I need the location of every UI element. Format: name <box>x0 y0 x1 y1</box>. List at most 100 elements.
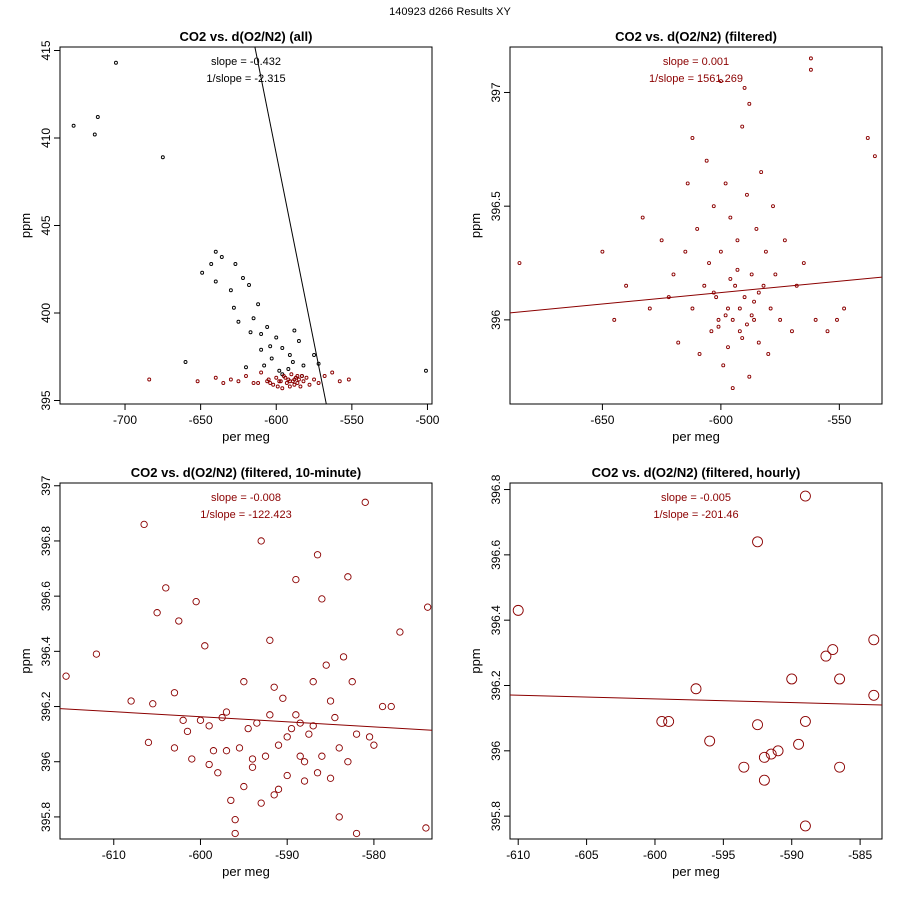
y-tick-label: 395.8 <box>489 801 503 831</box>
data-point <box>801 261 806 265</box>
data-point <box>318 752 326 760</box>
y-tick-label: 396.4 <box>489 605 503 635</box>
data-point <box>284 381 289 385</box>
data-point <box>228 288 233 293</box>
data-point <box>240 782 248 791</box>
data-point <box>307 382 312 387</box>
data-point <box>248 763 257 771</box>
y-tick-label: 395.8 <box>39 802 53 832</box>
data-point <box>733 283 738 288</box>
data-point <box>287 724 296 733</box>
data-point <box>758 774 770 786</box>
plot-area <box>510 490 882 832</box>
data-point <box>253 719 261 727</box>
data-point <box>752 299 757 304</box>
data-point <box>149 700 157 708</box>
data-point <box>298 384 303 389</box>
data-point <box>127 697 135 705</box>
slope-annotation: slope = 0.001 <box>663 56 729 68</box>
data-point <box>728 276 733 281</box>
x-tick-label: -610 <box>102 848 126 862</box>
data-point <box>170 689 179 697</box>
y-axis-label: ppm <box>468 648 483 673</box>
data-point <box>799 715 811 727</box>
data-point <box>766 352 771 356</box>
data-point <box>695 226 700 231</box>
y-tick-label: 395 <box>39 390 53 410</box>
data-point <box>331 713 339 722</box>
data-point <box>62 672 70 680</box>
data-point <box>92 650 101 658</box>
data-point <box>339 653 348 661</box>
data-point <box>744 192 749 197</box>
data-point <box>248 330 253 335</box>
data-point <box>749 313 754 318</box>
data-point <box>213 249 218 254</box>
data-point <box>144 738 153 747</box>
data-point <box>738 761 750 773</box>
data-point <box>300 777 309 785</box>
data-point <box>730 317 735 322</box>
y-tick-label: 397 <box>39 475 53 495</box>
data-point <box>228 377 233 382</box>
data-point <box>512 604 524 616</box>
data-point <box>309 722 317 730</box>
inverse-slope-annotation: 1/slope = -122.423 <box>200 509 291 521</box>
data-point <box>296 752 304 760</box>
fit-line <box>510 694 882 706</box>
data-point <box>309 678 317 686</box>
data-point <box>752 317 757 322</box>
data-point <box>352 730 361 738</box>
fit-line <box>60 708 432 731</box>
data-point <box>270 683 278 691</box>
y-tick-label: 396.4 <box>39 636 53 666</box>
data-point <box>313 551 322 559</box>
data-point <box>287 379 292 384</box>
data-point <box>346 377 351 382</box>
data-point <box>600 249 605 254</box>
data-point <box>259 347 264 352</box>
slope-annotation: slope = -0.005 <box>661 492 731 504</box>
data-point <box>690 306 695 311</box>
x-tick-label: -550 <box>340 413 364 427</box>
y-tick-label: 396.2 <box>489 670 503 700</box>
data-point <box>344 758 352 766</box>
data-point <box>387 702 395 711</box>
data-point <box>262 363 267 368</box>
chart-filtered: CO2 vs. d(O2/N2) (filtered) -650 -600 -550 3… <box>468 29 883 444</box>
data-point <box>292 328 297 333</box>
data-point <box>842 306 847 311</box>
data-point <box>265 325 270 329</box>
data-point <box>196 716 205 724</box>
data-point <box>756 340 761 345</box>
data-point <box>771 204 775 209</box>
data-point <box>296 339 301 343</box>
data-point <box>233 262 238 266</box>
data-point <box>322 661 330 669</box>
data-point <box>808 56 813 61</box>
chart-title: CO2 vs. d(O2/N2) (all) <box>180 29 313 44</box>
data-point <box>313 769 322 777</box>
data-point <box>337 379 342 384</box>
data-point <box>365 733 374 741</box>
y-tick-label: 396.5 <box>489 191 503 221</box>
data-point <box>690 136 695 140</box>
data-point <box>312 377 316 382</box>
x-tick-label: -580 <box>362 848 386 862</box>
x-tick-label: -600 <box>709 413 733 427</box>
data-point <box>752 536 763 548</box>
data-point <box>752 719 763 731</box>
data-point <box>747 101 752 106</box>
data-point <box>270 791 278 799</box>
data-point <box>289 372 294 377</box>
data-point <box>236 379 241 384</box>
data-point <box>742 295 747 300</box>
data-point <box>292 575 300 584</box>
x-tick-label: -600 <box>188 848 212 862</box>
x-tick-label: -610 <box>506 848 530 862</box>
x-tick-label: -550 <box>827 413 851 427</box>
data-point <box>259 370 264 375</box>
data-point <box>714 295 719 300</box>
data-point <box>756 290 761 295</box>
fit-line <box>510 276 882 314</box>
